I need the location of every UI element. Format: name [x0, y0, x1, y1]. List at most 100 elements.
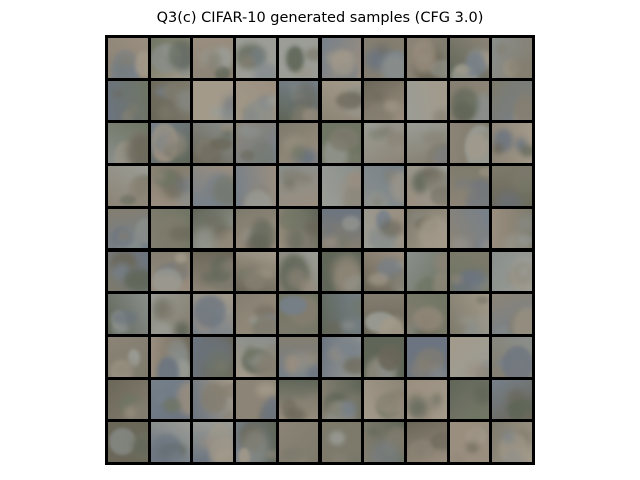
sample-tile	[492, 38, 532, 78]
sample-tile	[150, 336, 191, 377]
sample-tile	[492, 80, 532, 121]
sample-tile	[193, 294, 234, 334]
sample-tile	[236, 80, 276, 121]
sample-tile	[108, 208, 148, 249]
sample-tile	[150, 294, 191, 334]
sample-tile	[236, 422, 276, 462]
sample-tile	[193, 336, 234, 377]
sample-tile	[406, 422, 447, 462]
sample-tile	[150, 38, 191, 78]
sample-tile	[193, 166, 234, 206]
sample-tile	[321, 38, 362, 78]
sample-tile	[236, 294, 276, 334]
sample-tile	[150, 166, 191, 206]
sample-tile	[321, 123, 362, 164]
sample-tile	[406, 294, 447, 334]
sample-tile	[236, 208, 276, 249]
sample-tile	[193, 422, 234, 462]
sample-tile	[193, 208, 234, 249]
sample-tile	[492, 251, 532, 292]
sample-tile	[278, 294, 319, 334]
sample-tile	[108, 166, 148, 206]
sample-tile	[236, 123, 276, 164]
sample-tile	[449, 294, 490, 334]
sample-tile	[364, 38, 404, 78]
sample-tile	[321, 422, 362, 462]
sample-tile	[108, 38, 148, 78]
sample-tile	[364, 379, 404, 420]
sample-tile	[492, 166, 532, 206]
sample-tile	[108, 123, 148, 164]
sample-tile	[150, 123, 191, 164]
sample-tile	[321, 336, 362, 377]
sample-tile	[278, 38, 319, 78]
sample-tile	[364, 80, 404, 121]
sample-tile	[108, 294, 148, 334]
sample-tile	[406, 251, 447, 292]
sample-tile	[108, 336, 148, 377]
sample-tile	[278, 336, 319, 377]
sample-tile	[108, 422, 148, 462]
sample-tile	[193, 251, 234, 292]
sample-tile	[449, 38, 490, 78]
sample-tile	[150, 422, 191, 462]
sample-tile	[364, 208, 404, 249]
sample-tile	[406, 208, 447, 249]
figure-title: Q3(c) CIFAR-10 generated samples (CFG 3.…	[156, 10, 484, 26]
sample-tile	[150, 208, 191, 249]
sample-tile	[321, 379, 362, 420]
sample-tile	[150, 80, 191, 121]
sample-tile	[236, 166, 276, 206]
sample-tile	[193, 38, 234, 78]
sample-tile	[492, 379, 532, 420]
sample-tile	[236, 379, 276, 420]
sample-tile	[406, 379, 447, 420]
sample-tile	[449, 336, 490, 377]
sample-tile	[364, 294, 404, 334]
sample-tile	[364, 251, 404, 292]
sample-tile	[492, 294, 532, 334]
sample-tile	[321, 80, 362, 121]
sample-tile	[193, 123, 234, 164]
sample-tile	[449, 208, 490, 249]
sample-tile	[364, 422, 404, 462]
sample-grid	[105, 35, 535, 465]
sample-tile	[278, 251, 319, 292]
sample-tile	[449, 166, 490, 206]
sample-tile	[449, 422, 490, 462]
sample-tile	[278, 80, 319, 121]
sample-tile	[236, 251, 276, 292]
sample-tile	[278, 166, 319, 206]
sample-tile	[321, 208, 362, 249]
sample-tile	[406, 166, 447, 206]
sample-tile	[150, 251, 191, 292]
sample-tile	[193, 379, 234, 420]
sample-tile	[108, 251, 148, 292]
sample-tile	[492, 123, 532, 164]
sample-tile	[449, 379, 490, 420]
sample-tile	[193, 80, 234, 121]
sample-tile	[364, 123, 404, 164]
sample-tile	[321, 166, 362, 206]
sample-tile	[364, 336, 404, 377]
sample-tile	[492, 422, 532, 462]
sample-tile	[236, 336, 276, 377]
sample-tile	[364, 166, 404, 206]
sample-tile	[236, 38, 276, 78]
sample-tile	[406, 123, 447, 164]
sample-tile	[278, 123, 319, 164]
sample-tile	[406, 38, 447, 78]
sample-tile	[321, 251, 362, 292]
sample-tile	[406, 336, 447, 377]
sample-tile	[278, 208, 319, 249]
sample-tile	[108, 80, 148, 121]
sample-tile	[449, 123, 490, 164]
sample-tile	[449, 251, 490, 292]
sample-tile	[321, 294, 362, 334]
sample-tile	[150, 379, 191, 420]
sample-tile	[108, 379, 148, 420]
sample-tile	[278, 422, 319, 462]
sample-tile	[492, 208, 532, 249]
sample-tile	[278, 379, 319, 420]
sample-tile	[449, 80, 490, 121]
